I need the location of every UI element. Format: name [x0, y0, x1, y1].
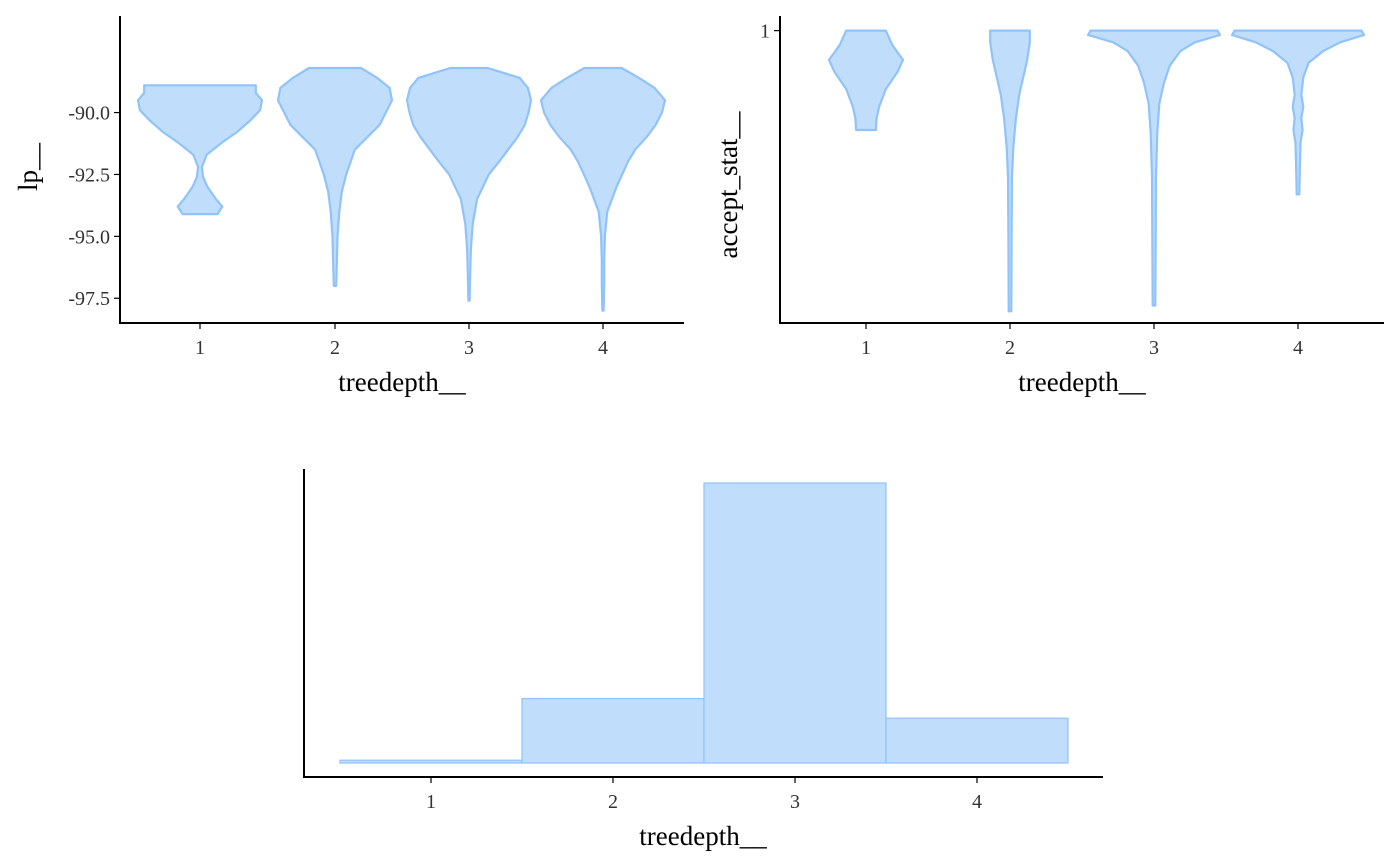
violin-2	[276, 66, 394, 287]
accept-stat-y-axis-title: accept_stat__	[713, 111, 743, 258]
panel-accept-stat-violin: 1 1 2 3 4 treedepth__ accept_stat__	[713, 16, 1384, 397]
violin-3	[405, 66, 533, 302]
x-tick-label: 4	[598, 337, 608, 359]
accept-stat-x-axis-title: treedepth__	[1018, 367, 1146, 397]
accept-stat-y-ticks: 1	[760, 21, 780, 43]
bar-treedepth-1	[339, 759, 523, 764]
x-tick-label: 2	[1005, 337, 1015, 359]
x-tick-label: 1	[426, 791, 436, 813]
x-tick-label: 2	[330, 337, 340, 359]
accept-stat-violins	[827, 29, 1366, 313]
violin-3	[1086, 29, 1222, 307]
x-tick-label: 3	[1149, 337, 1159, 359]
x-tick-label: 3	[464, 337, 474, 359]
x-tick-label: 4	[1293, 337, 1303, 359]
violin-1	[827, 29, 905, 132]
violin-1	[136, 84, 264, 216]
x-tick-label: 3	[790, 791, 800, 813]
y-tick-label: -90.0	[68, 103, 110, 125]
bar-treedepth-3	[703, 482, 887, 764]
lp-y-axis-title: lp__	[13, 143, 43, 192]
x-tick-label: 1	[861, 337, 871, 359]
bar-treedepth-4	[885, 717, 1069, 764]
violin-4	[1230, 29, 1366, 196]
panel-lp-violin: -97.5 -95.0 -92.5 -90.0 1 2 3 4 treedepth__ lp…	[13, 16, 684, 397]
lp-x-axis-title: treedepth__	[338, 367, 466, 397]
violin-4	[539, 66, 667, 312]
y-tick-label: -92.5	[68, 164, 110, 186]
treedepth-x-axis-title: treedepth__	[639, 821, 767, 851]
lp-violins	[136, 66, 667, 312]
accept-stat-x-ticks: 1 2 3 4	[861, 323, 1303, 359]
violin-2	[989, 29, 1031, 313]
bar-treedepth-2	[521, 697, 705, 764]
y-tick-label: -95.0	[68, 226, 110, 248]
x-tick-label: 2	[608, 791, 618, 813]
treedepth-x-ticks: 1 2 3 4	[426, 777, 982, 813]
x-tick-label: 1	[195, 337, 205, 359]
y-tick-label: 1	[760, 21, 770, 43]
lp-y-ticks: -97.5 -95.0 -92.5 -90.0	[68, 103, 120, 310]
panel-treedepth-histogram: 1 2 3 4 treedepth__	[303, 469, 1103, 851]
treedepth-bars	[339, 482, 1069, 764]
x-tick-label: 4	[972, 791, 982, 813]
y-tick-label: -97.5	[68, 288, 110, 310]
lp-x-ticks: 1 2 3 4	[195, 323, 608, 359]
